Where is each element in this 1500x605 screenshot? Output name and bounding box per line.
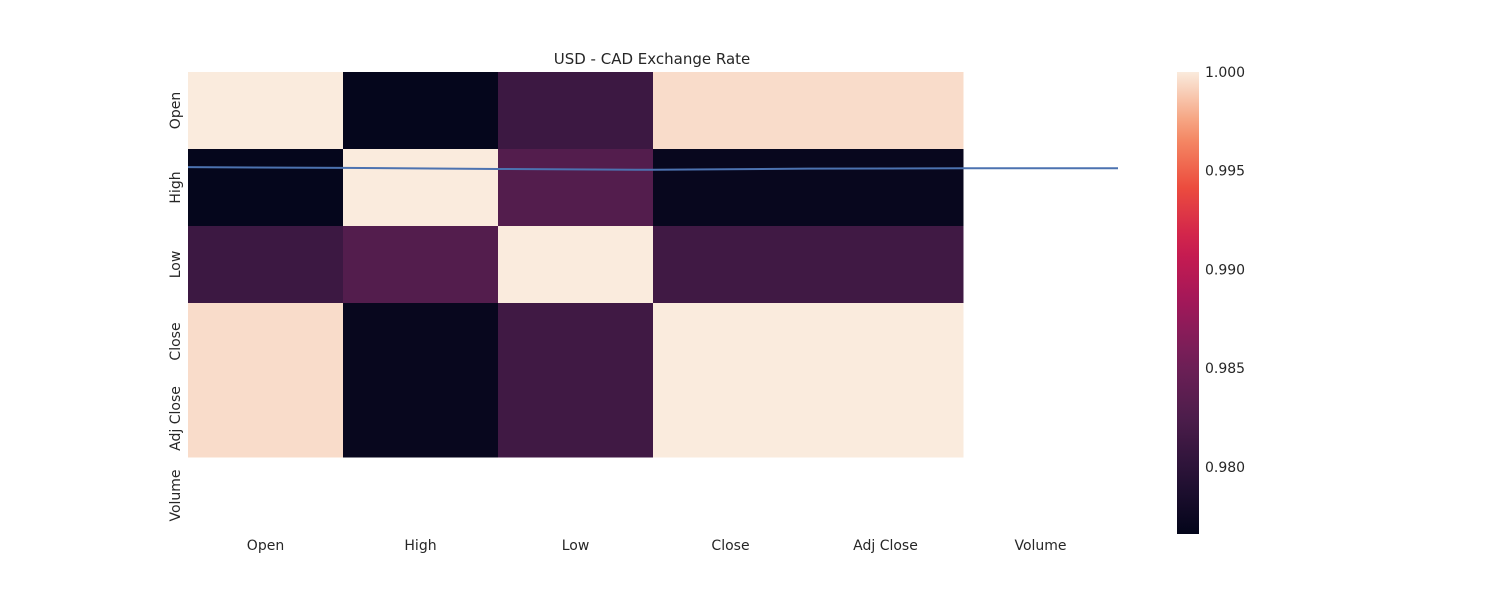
heatmap-cells — [188, 72, 964, 458]
heatmap-cell-1-2 — [498, 149, 654, 227]
y-tick-label: High — [168, 171, 184, 203]
heatmap-cell-0-0 — [188, 72, 344, 150]
heatmap-cell-4-1 — [343, 380, 499, 458]
y-tick-label: Volume — [168, 469, 184, 521]
heatmap-cell-4-2 — [498, 380, 654, 458]
heatmap-cell-1-0 — [188, 149, 344, 227]
y-tick-label: Open — [168, 92, 184, 129]
heatmap-cell-0-3 — [653, 72, 809, 150]
heatmap-cell-0-4 — [808, 72, 964, 150]
heatmap-cell-0-1 — [343, 72, 499, 150]
heatmap-cell-4-0 — [188, 380, 344, 458]
colorbar-tick-label: 1.000 — [1205, 65, 1245, 81]
chart-title: USD - CAD Exchange Rate — [554, 50, 751, 68]
overlay-line — [187, 166, 1118, 171]
x-tick-label: High — [404, 538, 436, 554]
heatmap-cell-3-2 — [498, 303, 654, 381]
heatmap-cell-2-3 — [653, 226, 809, 304]
x-tick-label: Adj Close — [853, 538, 918, 554]
x-tick-label: Volume — [1014, 538, 1066, 554]
heatmap-cell-2-4 — [808, 226, 964, 304]
heatmap-cell-3-4 — [808, 303, 964, 381]
y-tick-label: Close — [168, 322, 184, 360]
heatmap-cell-3-1 — [343, 303, 499, 381]
colorbar-gradient — [1177, 72, 1199, 534]
x-tick-label: Low — [562, 538, 590, 554]
colorbar-tick-label: 0.980 — [1205, 460, 1245, 476]
x-tick-label: Open — [247, 538, 284, 554]
x-tick-label: Close — [711, 538, 749, 554]
heatmap-cell-2-0 — [188, 226, 344, 304]
heatmap-cell-1-1 — [343, 149, 499, 227]
heatmap-cell-1-4 — [808, 149, 964, 227]
y-tick-labels: Open High Low Close Adj Close Volume — [168, 92, 184, 522]
colorbar: 0.980 0.985 0.990 0.995 1.000 — [1177, 65, 1245, 534]
heatmap-cell-4-4 — [808, 380, 964, 458]
colorbar-tick-label: 0.985 — [1205, 361, 1245, 377]
colorbar-tick-label: 0.995 — [1205, 164, 1245, 180]
heatmap-cell-4-3 — [653, 380, 809, 458]
y-tick-label: Adj Close — [168, 386, 184, 451]
heatmap-cell-0-2 — [498, 72, 654, 150]
heatmap-cell-3-0 — [188, 303, 344, 381]
colorbar-tick-label: 0.990 — [1205, 262, 1245, 278]
heatmap-cell-1-3 — [653, 149, 809, 227]
overlay-line-group — [187, 166, 1118, 171]
x-tick-labels: Open High Low Close Adj Close Volume — [247, 538, 1067, 554]
heatmap-cell-2-2 — [498, 226, 654, 304]
heatmap-cell-2-1 — [343, 226, 499, 304]
heatmap-cell-3-3 — [653, 303, 809, 381]
y-tick-label: Low — [168, 251, 184, 279]
